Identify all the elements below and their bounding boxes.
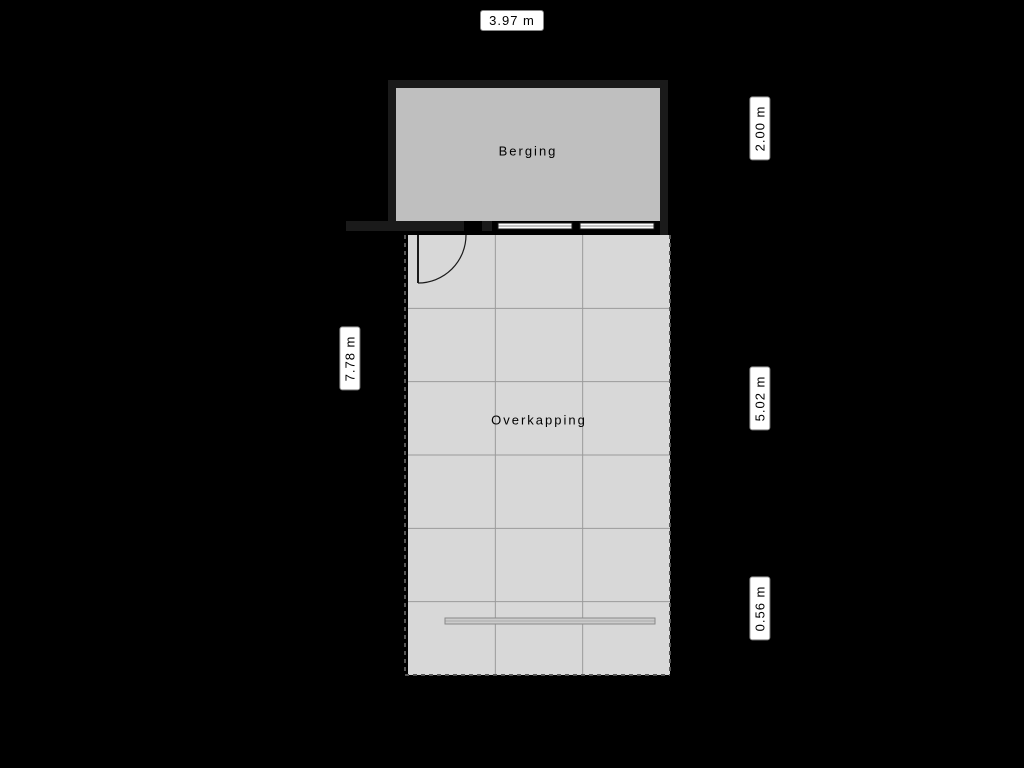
dimension-left: 7.78 m — [339, 327, 360, 391]
dimension-right-3: 0.56 m — [749, 577, 770, 641]
room-label-overkapping: Overkapping — [491, 412, 587, 427]
dimension-right-1: 2.00 m — [749, 97, 770, 161]
floorplan-svg — [0, 0, 1024, 768]
dimension-right-2: 5.02 m — [749, 367, 770, 431]
room-label-berging: Berging — [499, 143, 558, 158]
dimension-top: 3.97 m — [480, 10, 544, 31]
